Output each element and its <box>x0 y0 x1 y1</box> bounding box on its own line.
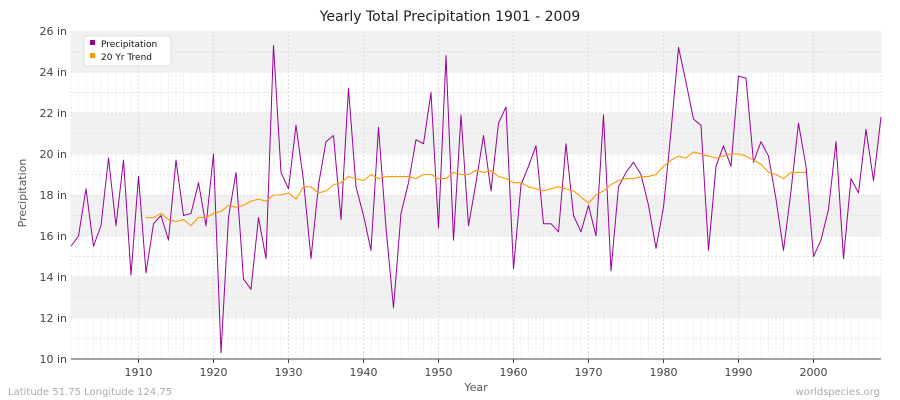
legend-box <box>83 35 172 67</box>
legend: Precipitation 20 Yr Trend <box>83 35 172 67</box>
x-tick-label: 1950 <box>425 366 453 379</box>
y-tick-label: 24 in <box>39 66 67 79</box>
y-tick-labels: 10 in 12 in 14 in 16 in 18 in 20 in 22 in 24 in… <box>39 25 67 366</box>
x-tick-label: 1990 <box>725 366 753 379</box>
x-tick-label: 1980 <box>650 366 678 379</box>
x-tick-labels: 1910 1920 1930 1940 1950 1960 1970 1980 1990 2000 <box>125 359 828 379</box>
legend-swatch-precipitation <box>90 40 95 45</box>
x-tick-label: 2000 <box>800 366 828 379</box>
y-tick-label: 18 in <box>39 189 67 202</box>
x-tick-label: 1920 <box>200 366 228 379</box>
x-axis-label: Year <box>463 381 488 394</box>
y-tick-label: 10 in <box>39 353 67 366</box>
y-tick-label: 16 in <box>39 230 67 243</box>
grid-lines <box>70 31 882 359</box>
y-tick-label: 14 in <box>39 271 67 284</box>
legend-swatch-trend <box>90 53 95 58</box>
chart-title: Yearly Total Precipitation 1901 - 2009 <box>319 9 581 25</box>
y-tick-label: 20 in <box>39 148 67 161</box>
x-tick-label: 1960 <box>500 366 528 379</box>
y-tick-label: 12 in <box>39 312 67 325</box>
x-tick-label: 1910 <box>125 366 153 379</box>
x-tick-label: 1930 <box>275 366 303 379</box>
legend-label-precipitation: Precipitation <box>101 40 157 50</box>
trend-series-line <box>146 151 806 227</box>
footer-source: worldspecies.org <box>796 387 880 398</box>
y-tick-label: 26 in <box>39 25 67 38</box>
footer-coordinates: Latitude 51.75 Longitude 124.75 <box>8 387 172 398</box>
x-tick-label: 1970 <box>575 366 603 379</box>
x-tick-label: 1940 <box>350 366 378 379</box>
precipitation-series-line <box>70 44 882 354</box>
legend-label-trend: 20 Yr Trend <box>101 53 152 63</box>
series-layer <box>70 44 882 354</box>
y-axis-label: Precipitation <box>16 159 29 228</box>
y-tick-label: 22 in <box>39 107 67 120</box>
